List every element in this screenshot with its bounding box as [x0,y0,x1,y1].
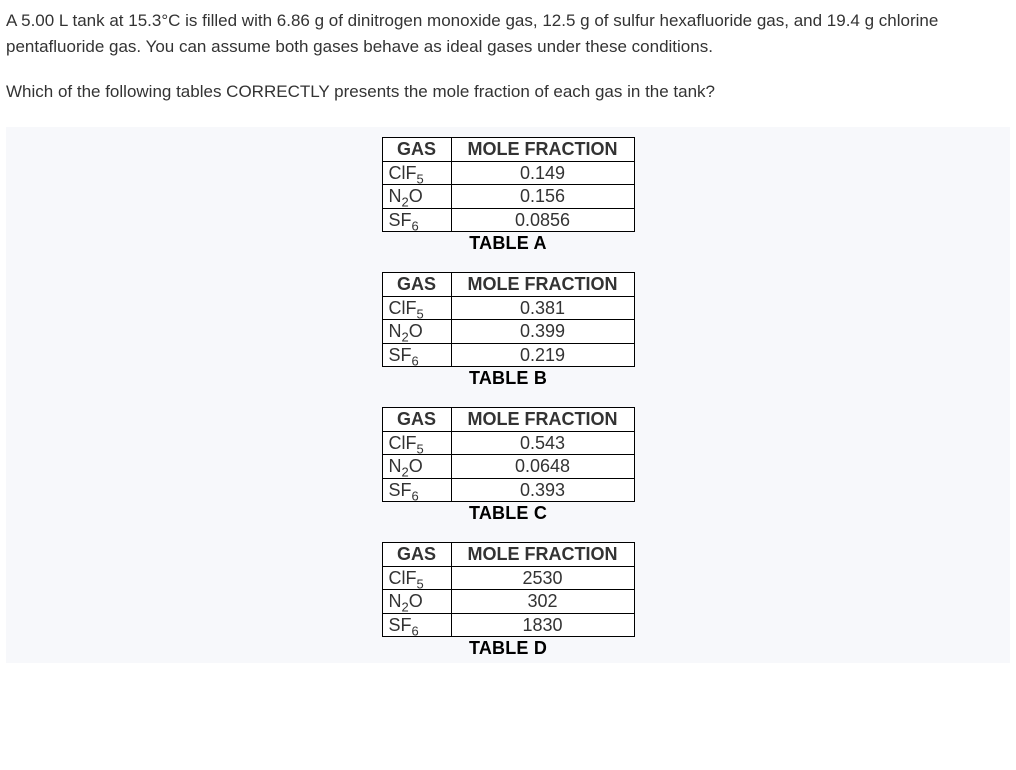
table-a: GAS MOLE FRACTION ClF5 0.149 N2O 0.156 S… [382,137,635,232]
table-c-caption: TABLE C [469,503,547,524]
table-d-block: GAS MOLE FRACTION ClF5 2530 N2O 302 SF6 … [382,542,635,659]
mf-value: 2530 [451,566,634,590]
header-gas: GAS [382,138,451,162]
table-row: SF6 1830 [382,613,634,637]
table-b: GAS MOLE FRACTION ClF5 0.381 N2O 0.399 S… [382,272,635,367]
table-row: ClF5 0.149 [382,161,634,185]
answer-tables-region: GAS MOLE FRACTION ClF5 0.149 N2O 0.156 S… [6,127,1010,663]
table-row: GAS MOLE FRACTION [382,408,634,432]
table-d: GAS MOLE FRACTION ClF5 2530 N2O 302 SF6 … [382,542,635,637]
gas-label-n2o: N2O [382,455,451,479]
prompt-line-1: A 5.00 L tank at 15.3°C is filled with 6… [6,11,938,30]
table-row: ClF5 0.381 [382,296,634,320]
table-b-block: GAS MOLE FRACTION ClF5 0.381 N2O 0.399 S… [382,272,635,389]
problem-statement: A 5.00 L tank at 15.3°C is filled with 6… [6,8,1010,61]
table-row: N2O 0.156 [382,185,634,209]
header-mole-fraction: MOLE FRACTION [451,543,634,567]
gas-label-sf6: SF6 [382,343,451,367]
question-text: Which of the following tables CORRECTLY … [6,79,1010,105]
mf-value: 0.0856 [451,208,634,232]
mf-value: 0.393 [451,478,634,502]
table-row: GAS MOLE FRACTION [382,543,634,567]
mf-value: 1830 [451,613,634,637]
page-root: A 5.00 L tank at 15.3°C is filled with 6… [0,0,1016,683]
mf-value: 0.399 [451,320,634,344]
table-c-block: GAS MOLE FRACTION ClF5 0.543 N2O 0.0648 … [382,407,635,524]
table-a-caption: TABLE A [469,233,546,254]
gas-label-clf5: ClF5 [382,161,451,185]
table-row: SF6 0.393 [382,478,634,502]
table-row: N2O 0.399 [382,320,634,344]
gas-label-sf6: SF6 [382,613,451,637]
header-gas: GAS [382,273,451,297]
mf-value: 0.543 [451,431,634,455]
header-gas: GAS [382,543,451,567]
table-row: N2O 302 [382,590,634,614]
table-row: GAS MOLE FRACTION [382,273,634,297]
header-mole-fraction: MOLE FRACTION [451,408,634,432]
table-row: SF6 0.0856 [382,208,634,232]
gas-label-clf5: ClF5 [382,431,451,455]
gas-label-n2o: N2O [382,185,451,209]
gas-label-sf6: SF6 [382,208,451,232]
table-row: ClF5 2530 [382,566,634,590]
gas-label-n2o: N2O [382,320,451,344]
table-row: N2O 0.0648 [382,455,634,479]
header-mole-fraction: MOLE FRACTION [451,138,634,162]
prompt-line-2: pentafluoride gas. You can assume both g… [6,37,713,56]
mf-value: 302 [451,590,634,614]
gas-label-sf6: SF6 [382,478,451,502]
table-row: SF6 0.219 [382,343,634,367]
gas-label-clf5: ClF5 [382,296,451,320]
mf-value: 0.219 [451,343,634,367]
table-d-caption: TABLE D [469,638,547,659]
table-row: ClF5 0.543 [382,431,634,455]
mf-value: 0.149 [451,161,634,185]
table-c: GAS MOLE FRACTION ClF5 0.543 N2O 0.0648 … [382,407,635,502]
gas-label-clf5: ClF5 [382,566,451,590]
table-b-caption: TABLE B [469,368,547,389]
table-a-block: GAS MOLE FRACTION ClF5 0.149 N2O 0.156 S… [382,137,635,254]
header-gas: GAS [382,408,451,432]
header-mole-fraction: MOLE FRACTION [451,273,634,297]
gas-label-n2o: N2O [382,590,451,614]
mf-value: 0.156 [451,185,634,209]
mf-value: 0.381 [451,296,634,320]
table-row: GAS MOLE FRACTION [382,138,634,162]
mf-value: 0.0648 [451,455,634,479]
